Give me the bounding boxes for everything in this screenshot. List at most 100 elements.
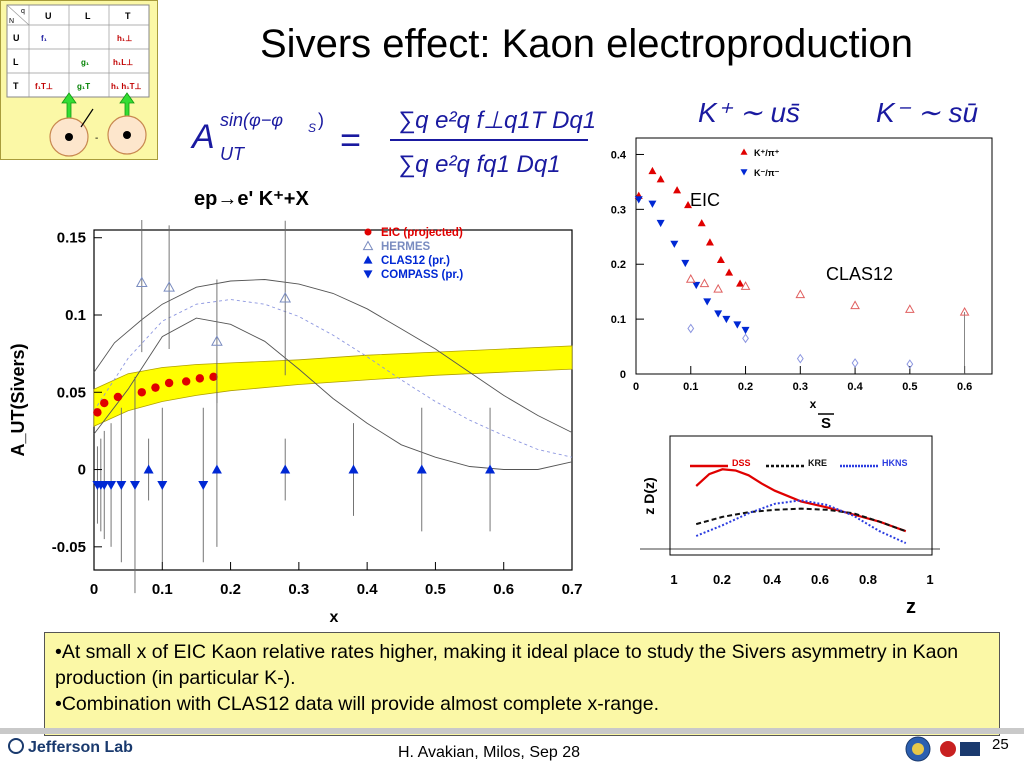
y-tick-label: 0.2 — [611, 259, 626, 271]
y-tick-label: 0.1 — [611, 314, 626, 326]
formula-equals: = — [340, 119, 361, 160]
table-cell-t-l: g₁T — [77, 82, 90, 91]
data-point-compass — [198, 481, 209, 490]
table-corner-top: q — [21, 8, 25, 15]
data-point-series-2 — [648, 200, 657, 208]
data-point-clas12 — [485, 464, 496, 474]
logo-text: Jefferson Lab — [28, 739, 133, 756]
model-curve-3 — [93, 299, 573, 458]
data-point-series-4 — [906, 359, 914, 369]
x-tick-label: 0.6 — [957, 381, 972, 393]
legend-marker — [364, 228, 372, 236]
footer-text: H. Avakian, Milos, Sep 28 — [398, 744, 581, 761]
data-point-series-1 — [684, 200, 693, 209]
data-point-series-2 — [714, 310, 723, 318]
data-point-series-2 — [681, 259, 690, 268]
formula-lhs-sup-close: ) — [318, 110, 324, 130]
summary-bullet-2: •Combination with CLAS12 data will provi… — [55, 693, 660, 715]
y-tick-label: 0 — [78, 462, 86, 479]
data-point-series-4 — [851, 358, 859, 368]
x-tick-label: 0.3 — [793, 381, 808, 393]
legend-label: COMPASS (pr.) — [381, 269, 463, 281]
data-point-series-2 — [670, 240, 679, 248]
data-point-series-3 — [959, 306, 970, 316]
table-col-l: L — [85, 11, 91, 21]
x-axis-label: x — [810, 397, 817, 411]
x-tick-label: 1 — [926, 572, 933, 587]
data-point-series-4 — [796, 353, 804, 364]
curve-hkns — [695, 499, 907, 545]
data-point-series-3 — [699, 278, 710, 288]
data-point-series-2 — [703, 298, 712, 306]
table-cell-u-t: h₁⊥ — [117, 34, 132, 43]
x-tick-label: 0.6 — [811, 572, 829, 587]
table-col-u: U — [45, 11, 52, 21]
x-tick-label: 0.2 — [738, 381, 753, 393]
table-row-l: L — [13, 57, 19, 67]
x-tick-label: 0.2 — [220, 581, 241, 598]
data-point-hermes — [279, 291, 292, 303]
table-cell-l-l: g₁ — [81, 58, 90, 67]
formula-lhs-sup-sub: S — [308, 121, 316, 135]
data-point-clas12 — [416, 464, 427, 474]
legend-marker — [363, 255, 373, 264]
plot-frame — [635, 137, 993, 375]
summary-bullet-1: •At small x of EIC Kaon relative rates h… — [55, 641, 959, 689]
data-point-eic — [137, 388, 146, 397]
data-point-eic — [113, 392, 123, 402]
data-point-series-1 — [716, 255, 725, 264]
formula-lhs: A — [190, 118, 215, 156]
x-axis-label: x — [330, 609, 339, 626]
legend-marker — [362, 240, 374, 251]
data-point-hermes — [211, 335, 223, 346]
y-tick-label: 0.1 — [65, 307, 86, 324]
data-point-series-1 — [725, 268, 734, 276]
kaon-quark-content: K⁺ ∼ us̄ K⁻ ∼ sū — [698, 97, 978, 128]
data-point-eic — [100, 398, 109, 408]
formula-denominator: ∑q e²q fq1 Dq1 — [398, 151, 561, 178]
polarization-arrows — [61, 92, 135, 120]
legend-marker — [740, 148, 748, 155]
legend-label: KRE — [808, 458, 827, 468]
data-point-clas12 — [280, 464, 291, 474]
slide-title: Sivers effect: Kaon electroproduction — [260, 22, 913, 66]
x-tick-label: 0.5 — [425, 581, 446, 598]
y-axis-label: A_UT(Sivers) — [8, 343, 28, 456]
formula-lhs-sub: UT — [220, 144, 246, 164]
x-tick-label: 0.2 — [713, 572, 731, 587]
table-row-t: T — [13, 81, 19, 91]
data-point-series-1 — [656, 175, 665, 183]
eic-annotation: EIC — [690, 190, 720, 210]
y-tick-label: 0.4 — [611, 149, 627, 161]
legend-label: HKNS — [882, 458, 908, 468]
y-tick-label: 0 — [620, 369, 626, 381]
lab-emblems — [905, 736, 980, 762]
legend-label: HERMES — [381, 241, 431, 253]
table-col-t: T — [125, 11, 131, 21]
legend-label: K⁻/π⁻ — [754, 168, 780, 178]
x-tick-label: 0.8 — [859, 572, 877, 587]
k-plus-relation: K⁺ ∼ us̄ — [698, 97, 800, 128]
k-minus-relation: K⁻ ∼ sū — [876, 97, 978, 128]
data-point-compass — [157, 481, 168, 490]
legend-label: EIC (projected) — [381, 227, 463, 239]
table-cell-l-t: h₁L⊥ — [113, 58, 133, 67]
fragm-x-axis-label: z — [906, 596, 916, 618]
x-tick-label: 0.4 — [357, 581, 379, 598]
legend-label: CLAS12 (pr.) — [381, 255, 450, 267]
data-point-series-1 — [705, 238, 714, 246]
legend-label: K⁺/π⁺ — [754, 148, 780, 158]
x-tick-label: 0.4 — [847, 381, 863, 393]
data-point-hermes — [163, 281, 175, 292]
data-point-clas12 — [211, 464, 222, 474]
data-point-series-2 — [656, 219, 665, 228]
y-tick-label: 0.3 — [611, 204, 626, 216]
x-tick-label: 0.3 — [288, 581, 309, 598]
clas12-annotation: CLAS12 — [826, 264, 893, 284]
data-point-clas12 — [348, 464, 359, 474]
x-tick-label: 1 — [670, 572, 677, 587]
x-tick-label: 0 — [90, 581, 98, 598]
data-point-compass — [116, 481, 127, 490]
x-tick-label: 0.6 — [493, 581, 514, 598]
main-chart-title: ep→e' K⁺+X — [194, 188, 309, 210]
